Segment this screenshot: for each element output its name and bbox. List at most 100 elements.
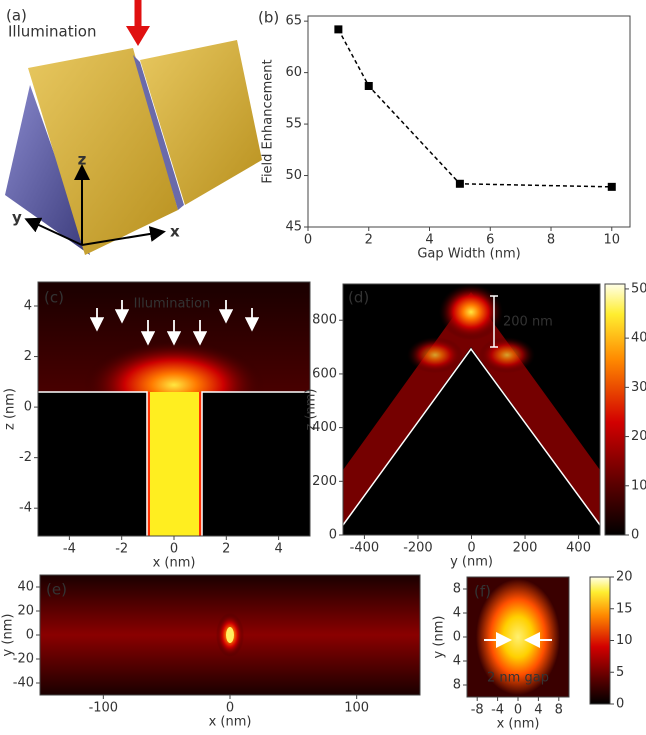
colorbar-tick-label: 5 (616, 665, 624, 680)
scale-bar (490, 295, 498, 348)
y-tick-label: 0 (26, 628, 34, 643)
panel: 0 2 4 6 8 10 45 50 55 60 65 Gap Width (nm) Field Enh… (258, 9, 631, 262)
y-tick-label: 40 (17, 580, 34, 595)
axis-arrow (24, 217, 83, 246)
colorbar (589, 576, 611, 705)
y-tick-label: 800 (312, 313, 337, 328)
prism-face (28, 48, 178, 255)
x-axis-label: Gap Width (nm) (417, 247, 520, 262)
annotation: 200 nm (503, 315, 553, 330)
field-glow (476, 579, 560, 695)
gap-field (150, 392, 199, 536)
prism-face (140, 40, 262, 205)
x-tick-label: 0 (170, 542, 178, 557)
x-tick-label: -200 (403, 541, 433, 556)
x-tick-label: 4 (274, 542, 282, 557)
y-tick-label: -40 (13, 676, 34, 691)
axis-name: x (170, 223, 180, 241)
panel-label: (e) (46, 581, 67, 599)
plot-frame (307, 15, 631, 228)
x-tick-label: 400 (566, 541, 591, 556)
colorbar-tick-label: 30 (631, 380, 646, 395)
x-tick-label: -100 (89, 701, 119, 716)
y-tick-label: 0 (453, 630, 461, 645)
y-axis-label: z (nm) (304, 388, 319, 430)
x-tick-label: -2 (115, 542, 128, 557)
field-glow (407, 337, 463, 373)
data-marker (607, 182, 616, 191)
y-tick-label: -2 (19, 450, 32, 465)
y-tick-label: 8 (453, 582, 461, 597)
y-tick-label: 400 (312, 420, 337, 435)
x-tick-label: 0 (226, 701, 234, 716)
x-tick-label: 200 (513, 541, 538, 556)
y-tick-label: 2 (24, 349, 32, 364)
gap-face (133, 55, 184, 210)
colorbar-tick-label: 0 (631, 528, 639, 543)
data-marker (455, 179, 464, 188)
prism-side (5, 85, 90, 255)
y-axis-label: y (nm) (1, 614, 16, 657)
panel-label: (a) (6, 7, 27, 25)
x-tick-label: 8 (555, 703, 563, 718)
annotation: Illumination (8, 23, 96, 41)
x-tick-label: 0 (467, 541, 475, 556)
field-glow (226, 627, 234, 643)
data-marker (364, 81, 373, 90)
x-axis-label: x (nm) (497, 717, 540, 732)
x-axis-label: y (nm) (450, 555, 493, 570)
x-tick-label: -4 (63, 542, 76, 557)
panel-label: (f) (474, 583, 491, 601)
x-tick-label: 8 (547, 233, 555, 248)
illustration: (a) Illumination x y z (5, 0, 262, 255)
panel: Illumination -4 -2 0 2 4 -4 -2 0 2 4 x (nm) z (nm) (c… (3, 281, 311, 571)
y-tick-label: -20 (13, 652, 34, 667)
y-tick-label: 4 (453, 606, 461, 621)
annotation: Illumination (134, 297, 211, 312)
y-tick-label: 8 (453, 678, 461, 693)
colorbar-tick-label: 20 (631, 429, 646, 444)
metal-edge (201, 391, 310, 536)
x-tick-label: -8 (471, 703, 484, 718)
metal-edge (38, 391, 148, 536)
y-tick-label: 4 (453, 654, 461, 669)
y-tick-label: 55 (285, 117, 302, 132)
y-tick-label: 50 (285, 168, 302, 183)
annotation: 2 nm gap (487, 671, 549, 686)
field-glow (439, 284, 503, 340)
y-tick-label: 4 (24, 299, 32, 314)
y-tick-label: 200 (312, 474, 337, 489)
y-tick-label: 60 (285, 65, 302, 80)
colorbar-tick-label: 20 (616, 570, 633, 585)
x-tick-label: 2 (222, 542, 230, 557)
x-axis-label: x (nm) (153, 556, 196, 571)
y-axis-label: y (nm) (432, 616, 447, 659)
x-tick-label: 4 (425, 233, 433, 248)
y-tick-label: 45 (285, 220, 302, 235)
colorbar-tick-label: 40 (631, 331, 646, 346)
panel-label: (b) (258, 9, 279, 27)
axis-name: y (12, 209, 22, 227)
x-tick-label: 4 (534, 703, 542, 718)
panel: -100 0 100 -40 -20 0 20 40 x (nm) y (nm) (e) (1, 574, 421, 730)
y-tick-label: 20 (17, 604, 34, 619)
x-axis-label: x (nm) (209, 715, 252, 730)
x-tick-label: -4 (491, 703, 504, 718)
axis-arrow (81, 226, 166, 246)
panel-label: (c) (44, 289, 64, 307)
data-marker (334, 25, 343, 34)
y-axis-label: z (nm) (3, 388, 18, 430)
x-tick-label: 0 (304, 233, 312, 248)
y-tick-label: 0 (329, 528, 337, 543)
x-tick-label: 6 (486, 233, 494, 248)
panel-label: (d) (348, 289, 369, 307)
colorbar-tick-label: 10 (631, 478, 646, 493)
colorbar-tick-label: 0 (616, 697, 624, 712)
y-tick-label: 65 (285, 14, 302, 29)
x-tick-label: 10 (604, 233, 621, 248)
x-tick-label: 100 (344, 701, 369, 716)
colorbar (604, 283, 626, 536)
